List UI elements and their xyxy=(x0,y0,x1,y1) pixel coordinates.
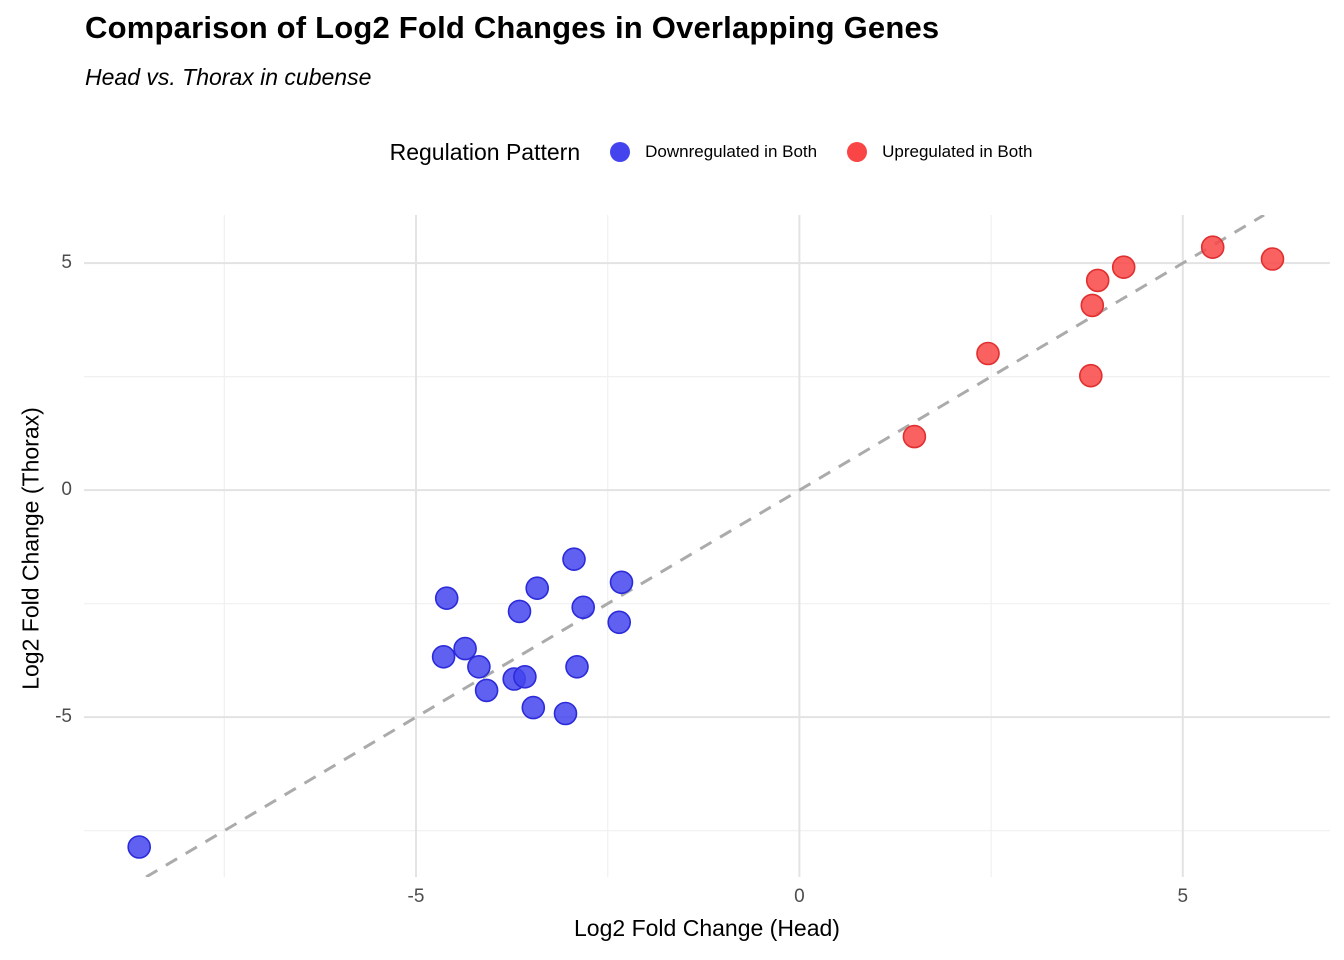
data-point xyxy=(467,654,491,679)
data-point xyxy=(521,695,546,720)
data-point xyxy=(1085,268,1110,293)
data-point xyxy=(1200,235,1225,260)
data-point xyxy=(1080,293,1105,318)
y-axis-title: Log2 Fold Change (Thorax) xyxy=(17,407,44,690)
legend-title: Regulation Pattern xyxy=(389,138,581,165)
chart-title: Comparison of Log2 Fold Changes in Overl… xyxy=(85,10,940,45)
data-point xyxy=(507,599,532,624)
legend-item-downregulated: Downregulated in Both xyxy=(610,142,817,162)
x-tick-label: 0 xyxy=(794,886,805,907)
data-point xyxy=(525,576,550,601)
data-point xyxy=(434,586,459,611)
data-point xyxy=(562,547,586,572)
data-point xyxy=(513,664,537,689)
chart-subtitle: Head vs. Thorax in cubense xyxy=(85,64,372,90)
data-point xyxy=(607,610,632,635)
data-point xyxy=(571,595,596,620)
data-point xyxy=(1078,363,1103,388)
scatter-plot-panel xyxy=(84,215,1330,877)
legend-item-upregulated: Upregulated in Both xyxy=(847,142,1032,162)
x-axis-title: Log2 Fold Change (Head) xyxy=(574,915,840,941)
x-tick-label: -5 xyxy=(407,886,425,907)
data-point xyxy=(127,835,152,859)
legend: Regulation Pattern Downregulated in Both… xyxy=(78,130,1344,174)
legend-item-label: Downregulated in Both xyxy=(645,142,818,161)
data-point xyxy=(453,636,477,661)
legend-item-label: Upregulated in Both xyxy=(882,142,1033,161)
data-point xyxy=(565,654,589,679)
data-point xyxy=(609,570,634,595)
data-point xyxy=(902,424,927,449)
data-point xyxy=(1260,247,1285,271)
data-point xyxy=(976,341,1000,366)
x-tick-label: 5 xyxy=(1177,886,1189,907)
data-point xyxy=(474,678,499,703)
data-point xyxy=(431,644,456,669)
blue-dot-icon xyxy=(610,142,631,162)
identity-reference-line xyxy=(145,215,1265,877)
data-point xyxy=(553,701,578,726)
data-point xyxy=(1111,255,1136,280)
red-dot-icon xyxy=(847,142,868,162)
